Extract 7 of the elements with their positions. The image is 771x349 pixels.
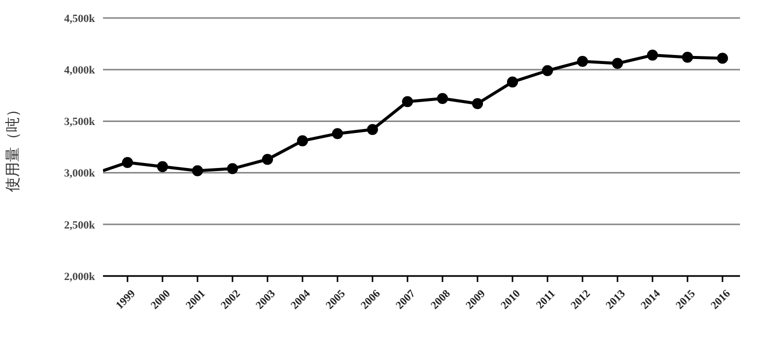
y-tick-label: 3,500k [64, 116, 96, 128]
y-tick-label: 4,500k [64, 12, 96, 25]
y-tick-label: 2,000k [64, 270, 96, 283]
y-tick-label: 2,500k [64, 219, 96, 232]
y-tick-label: 3,000k [64, 168, 96, 180]
y-tick-label: 4,000k [64, 64, 96, 77]
y-axis-title: 使用量（吨） [3, 102, 22, 192]
